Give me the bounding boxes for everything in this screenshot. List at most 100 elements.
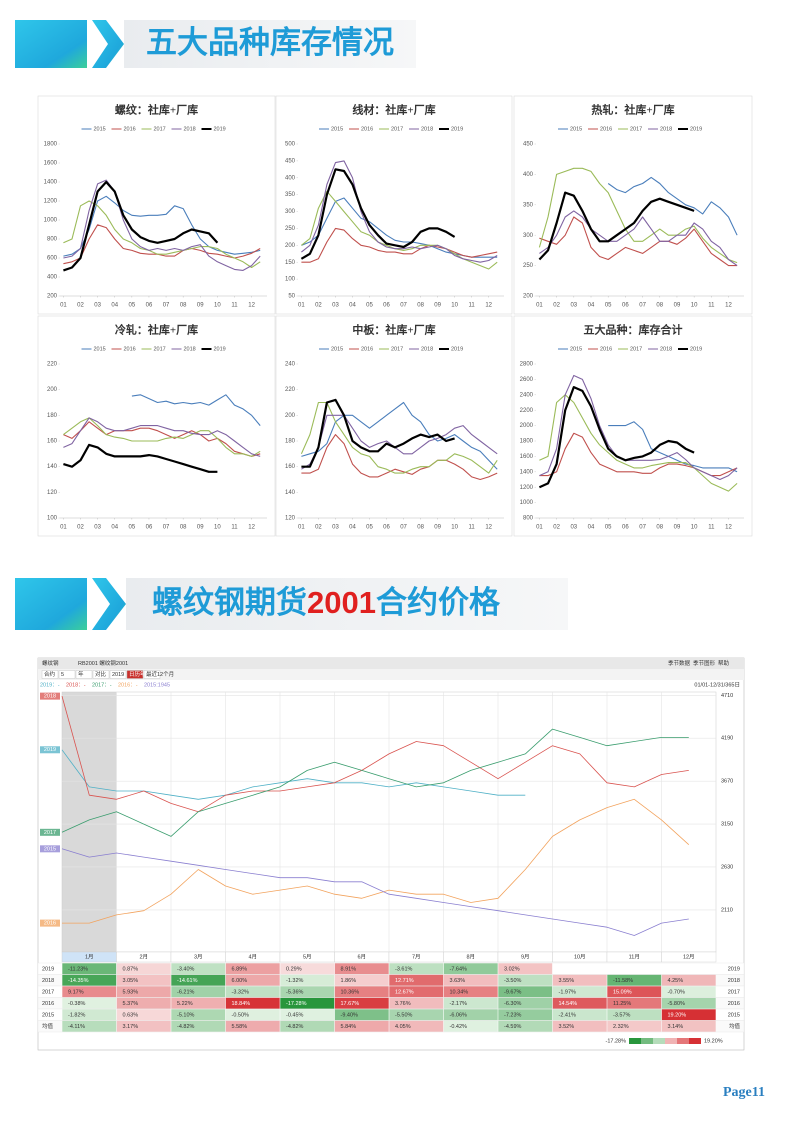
x-tick-label: 05 (366, 303, 373, 309)
cell-text: -6.30% (504, 1001, 522, 1007)
section-title: 五大品种库存情况 (146, 25, 394, 60)
x-tick-label: 04 (349, 525, 356, 531)
x-tick-label: 11 (231, 525, 238, 531)
series-line (538, 191, 695, 261)
x-tick-label: 01 (60, 303, 67, 309)
heat-cell (116, 1009, 171, 1021)
cell-text: -3.40% (177, 966, 195, 972)
heat-cell (334, 997, 389, 1009)
x-tick-label: 08 (180, 303, 187, 309)
x-tick-label: 07 (163, 303, 170, 309)
cell-text: 2.32% (613, 1024, 629, 1030)
toolbar-text[interactable]: 帮助 (718, 659, 730, 667)
y-tick-label: 4190 (721, 736, 733, 742)
chart: 热轧：社库+厂库 2015 2016 2017 2018 2019 200 250 300 350… (513, 95, 753, 315)
legend-label: 2016 (600, 126, 612, 132)
x-tick-label: 05 (129, 525, 136, 531)
row-label: 2017 (42, 989, 54, 995)
cell-text: -2.41% (559, 1012, 577, 1018)
toolbar-button[interactable] (41, 670, 59, 679)
series-tag-label: 2015 (44, 846, 56, 852)
heat-cell (661, 974, 716, 986)
y-tick-label: 140 (47, 464, 58, 470)
x-tick-label: 04 (111, 303, 118, 309)
toolbar-button[interactable] (126, 670, 144, 679)
cell-text: -4.82% (177, 1024, 195, 1030)
x-tick-label: 02 (553, 303, 560, 309)
y-tick-label: 220 (47, 362, 58, 368)
toolbar-button[interactable] (58, 670, 76, 679)
highlight-band (62, 692, 117, 952)
toolbar-text[interactable]: 季节图形 (693, 659, 716, 667)
toolbar-text[interactable]: 季节数据 (668, 659, 691, 667)
legend-label: 2017 (154, 346, 166, 352)
heat-cell (607, 974, 662, 986)
cell-text: -6.06% (450, 1012, 468, 1018)
heat-cell (661, 986, 716, 998)
heat-cell (225, 963, 280, 975)
x-tick-label: 06 (146, 303, 153, 309)
y-tick-label: 250 (285, 226, 296, 232)
series-line (63, 179, 261, 271)
scale-label: 19.20% (704, 1038, 723, 1044)
toolbar-button[interactable] (143, 670, 161, 679)
heat-cell (62, 1020, 117, 1032)
row-label: 2018 (728, 978, 740, 984)
chart-title: 五大品种：库存合计 (584, 323, 683, 337)
cell-text: 17.67% (341, 1001, 360, 1007)
cell-text: -11.58% (613, 978, 633, 984)
series-line (301, 160, 498, 263)
cell-text: -5.80% (668, 1001, 686, 1007)
legend-label: 2015 (331, 126, 343, 132)
heat-cell (171, 1020, 226, 1032)
y-tick-label: 180 (47, 413, 58, 419)
y-tick-label: 200 (47, 294, 58, 300)
y-tick-label: 1800 (44, 142, 58, 148)
x-tick-label: 02 (315, 303, 322, 309)
cell-text: -6.21% (177, 989, 195, 995)
chart: 中板：社库+厂库 2015 2016 2017 2018 2019 120 140 160 180… (275, 315, 513, 537)
x-tick-label: 09 (674, 525, 681, 531)
x-tick-label: 12 (725, 525, 732, 531)
x-tick-label: 10月 (574, 953, 586, 960)
chart-title: 中板：社库+厂库 (352, 323, 435, 337)
chart: 冷轧：社库+厂库 2015 2016 2017 2018 2019 100 120 140 160… (37, 315, 276, 537)
heat-cell (116, 1020, 171, 1032)
x-tick-label: 07 (163, 525, 170, 531)
toolbar-button[interactable] (92, 670, 110, 679)
legend-label: 2019 (214, 346, 226, 352)
heat-cell (62, 963, 117, 975)
x-tick-label: 01 (536, 303, 543, 309)
cell-text: 3.52% (559, 1024, 575, 1030)
heat-cell (443, 963, 498, 975)
y-tick-label: 220 (285, 387, 296, 393)
y-tick-label: 800 (523, 516, 534, 522)
legend-label: 2017：- (92, 682, 112, 688)
series-line (301, 227, 498, 263)
cell-text: -0.70% (668, 989, 686, 995)
toolbar-button[interactable] (75, 670, 93, 679)
y-tick-label: 1200 (520, 485, 534, 491)
series-tag (40, 919, 60, 927)
cell-text: -1.97% (559, 989, 577, 995)
x-tick-label: 08 (417, 525, 424, 531)
legend-label: 2018 (421, 126, 433, 132)
x-tick-label: 11 (469, 525, 476, 531)
series-line (301, 401, 498, 470)
heat-cell (552, 974, 607, 986)
y-tick-label: 2600 (520, 377, 534, 383)
cell-text: 3.05% (123, 978, 139, 984)
series-tag (40, 746, 60, 754)
y-tick-label: 450 (523, 142, 534, 148)
heat-cell (661, 997, 716, 1009)
heat-cell (280, 997, 335, 1009)
cell-text: -5.10% (177, 1012, 195, 1018)
cell-text: -7.23% (504, 1012, 522, 1018)
x-tick-label: 03 (94, 525, 101, 531)
heat-cell (389, 1009, 444, 1021)
toolbar-button[interactable] (109, 670, 127, 679)
cell-text: 0.87% (123, 966, 139, 972)
x-tick-label: 10 (214, 303, 221, 309)
toolbar-button-label: 2019 (112, 672, 124, 678)
